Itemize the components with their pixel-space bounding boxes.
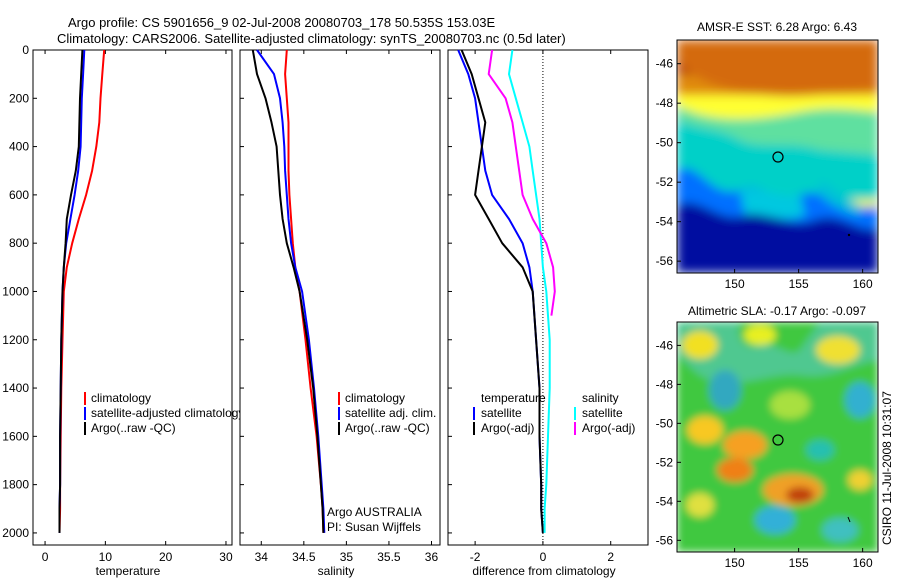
timestamp-stamp: CSIRO 11-Jul-2008 10:31:07 xyxy=(880,391,894,545)
axes-frame xyxy=(32,49,233,546)
plot-lines xyxy=(251,49,326,533)
y-tick-label: -52 xyxy=(656,455,674,469)
y-tick-label: -46 xyxy=(656,57,674,71)
x-tick-label: 0 xyxy=(42,550,49,564)
legend: temperature satellite Argo(-adj) salinit… xyxy=(473,391,635,435)
map-axes: 150 155 160 -46 -48 -50 -52 -54 -56 xyxy=(656,338,873,570)
legend-heading: temperature xyxy=(481,391,546,405)
x-tick-label: -2 xyxy=(470,550,481,564)
x-tick-label: 35 xyxy=(340,550,354,564)
y-tick-label: 0 xyxy=(22,43,29,57)
y-tick-label: -56 xyxy=(656,533,674,547)
x-axis-label: temperature xyxy=(96,564,161,578)
y-axis: 0 200 400 600 800 1000 1200 1400 1600 1800 2000 xyxy=(2,43,37,540)
legend-label: satellite-adjusted climatology xyxy=(91,406,244,420)
x-tick-label: 155 xyxy=(789,556,809,570)
legend-label: climatology xyxy=(345,391,405,405)
legend-label: satellite xyxy=(582,406,623,420)
y-tick-label: -50 xyxy=(656,416,674,430)
x-tick-label: 150 xyxy=(725,277,745,291)
x-tick-label: 36 xyxy=(425,550,439,564)
x-tick-label: 160 xyxy=(853,556,873,570)
x-axis: -2 0 2 xyxy=(448,49,614,564)
y-tick-label: -52 xyxy=(656,175,674,189)
legend-label: satellite xyxy=(481,406,522,420)
x-tick-label: 34 xyxy=(255,550,269,564)
sst-field xyxy=(677,40,878,273)
figure-title-line2: Climatology: CARS2006. Satellite-adjuste… xyxy=(57,31,566,46)
map-frame xyxy=(676,321,879,553)
y-tick-label: 2000 xyxy=(2,526,29,540)
x-tick-label: 2 xyxy=(607,550,614,564)
plot-lines xyxy=(58,49,106,533)
x-axis-label: salinity xyxy=(318,564,355,578)
map-sla: Altimetric SLA: -0.17 Argo: -0.097 xyxy=(656,304,879,570)
legend-label: Argo(..raw -QC) xyxy=(91,421,176,435)
map-title: AMSR-E SST: 6.28 Argo: 6.43 xyxy=(697,20,857,34)
y-tick-label: -54 xyxy=(656,215,674,229)
legend-label: Argo(..raw -QC) xyxy=(345,421,430,435)
y-tick-label: -50 xyxy=(656,136,674,150)
panel-difference: -2 0 2 difference from climatology tempera… xyxy=(447,49,649,578)
legend: climatology satellite adj. clim. Argo(..… xyxy=(338,391,436,435)
x-axis: 34 34.5 35 35.5 36 xyxy=(240,49,439,564)
y-tick-label: 600 xyxy=(9,188,29,202)
y-tick-label: 200 xyxy=(9,91,29,105)
series-line xyxy=(251,49,325,533)
y-tick-label: -46 xyxy=(656,338,674,352)
y-tick-label: 1600 xyxy=(2,429,29,443)
x-tick-label: 20 xyxy=(159,550,173,564)
legend-heading: salinity xyxy=(582,391,619,405)
y-tick-label: 1200 xyxy=(2,333,29,347)
legend-label: Argo(-adj) xyxy=(481,421,534,435)
map-title: Altimetric SLA: -0.17 Argo: -0.097 xyxy=(688,304,866,318)
y-tick-label: 800 xyxy=(9,236,29,250)
x-tick-label: 150 xyxy=(725,556,745,570)
argo-position-marker xyxy=(772,434,784,446)
map-sst: AMSR-E SST: 6.28 Argo: 6.43 150 155 160 -46… xyxy=(656,20,879,291)
legend-label: Argo(-adj) xyxy=(582,421,635,435)
x-axis-label: difference from climatology xyxy=(472,564,615,578)
panel-temperature: 0 200 400 600 800 1000 1200 1400 1600 1800 2000 0 1… xyxy=(2,43,244,578)
plot-lines xyxy=(457,49,556,545)
annotation: PI: Susan Wijffels xyxy=(327,520,421,534)
series-line xyxy=(58,49,84,533)
y-tick-label: -48 xyxy=(656,377,674,391)
axes-frame xyxy=(239,49,441,546)
y-tick-label: -54 xyxy=(656,494,674,508)
legend-label: climatology xyxy=(91,391,151,405)
map-speck xyxy=(847,233,851,237)
sla-field xyxy=(677,322,878,552)
x-axis: 0 10 20 30 xyxy=(42,50,233,564)
x-tick-label: 10 xyxy=(99,550,113,564)
argo-position-marker xyxy=(772,151,784,163)
series-line xyxy=(508,49,551,533)
annotation: Argo AUSTRALIA xyxy=(327,505,422,519)
map-speck xyxy=(847,516,851,523)
y-tick-label: 1400 xyxy=(2,381,29,395)
map-frame xyxy=(676,39,879,274)
legend: climatology satellite-adjusted climatolo… xyxy=(84,391,244,435)
x-tick-label: 34.5 xyxy=(292,550,316,564)
x-tick-label: 30 xyxy=(219,550,233,564)
map-axes: 150 155 160 -46 -48 -50 -52 -54 -56 xyxy=(656,57,873,291)
x-tick-label: 0 xyxy=(540,550,547,564)
series-line xyxy=(487,49,556,316)
y-tick-label: 400 xyxy=(9,140,29,154)
series-line xyxy=(460,49,544,533)
legend-label: satellite adj. clim. xyxy=(345,406,436,420)
figure-title-line1: Argo profile: CS 5901656_9 02-Jul-2008 2… xyxy=(68,15,496,30)
y-tick-label: -56 xyxy=(656,254,674,268)
y-tick-label: -48 xyxy=(656,96,674,110)
x-tick-label: 155 xyxy=(789,277,809,291)
x-tick-label: 35.5 xyxy=(377,550,401,564)
panel-salinity: 34 34.5 35 35.5 36 salinity climatology sate… xyxy=(239,49,441,578)
y-tick-label: 1800 xyxy=(2,478,29,492)
y-tick-label: 1000 xyxy=(2,284,29,298)
x-tick-label: 160 xyxy=(853,277,873,291)
